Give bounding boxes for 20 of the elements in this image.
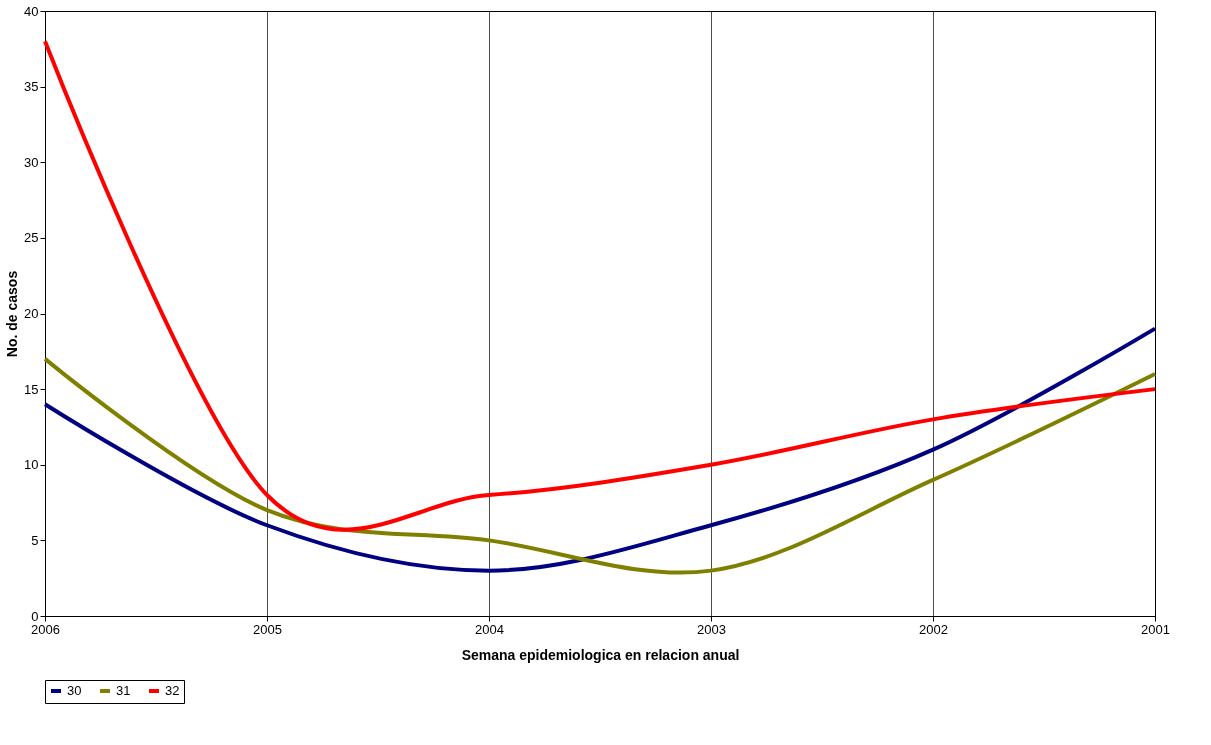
y-tick-label: 35 [24,79,39,95]
y-tick-label: 15 [24,381,39,397]
y-tick-label: 10 [24,457,39,473]
legend-label: 30 [67,683,82,698]
y-tick-label: 0 [31,608,39,624]
y-tick-label: 20 [24,306,39,321]
x-tick-label: 2003 [697,621,726,637]
x-tick-label: 2002 [919,621,948,637]
x-tick-label: 2006 [31,621,60,637]
y-axis-title: No. de casos [4,270,21,358]
y-tick-label: 40 [24,3,39,19]
x-tick-label: 2005 [253,621,282,637]
legend-label: 32 [165,683,180,698]
y-tick-label: 25 [24,230,39,246]
y-tick-label: 30 [24,154,39,170]
x-axis-title: Semana epidemiologica en relacion anual [461,646,740,663]
y-tick-label: 5 [31,532,39,548]
x-tick-label: 2001 [1141,621,1170,637]
legend-label: 31 [116,683,131,698]
x-tick-label: 2004 [475,621,504,637]
